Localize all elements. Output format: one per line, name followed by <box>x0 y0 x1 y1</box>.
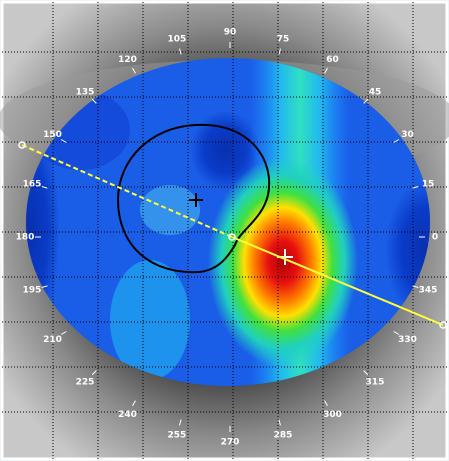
angle-tick <box>278 48 281 55</box>
angle-label: 60 <box>326 55 339 65</box>
angle-tick <box>179 419 182 426</box>
angle-tick <box>60 139 67 143</box>
angle-label: 105 <box>168 34 187 44</box>
angle-label: 270 <box>221 438 240 448</box>
angle-label: 330 <box>398 335 417 345</box>
angle-label: 225 <box>76 377 95 387</box>
angle-tick <box>412 285 419 288</box>
angle-label: 30 <box>401 130 414 140</box>
angle-label: 165 <box>23 179 42 189</box>
angle-label: 150 <box>43 130 62 140</box>
angle-tick <box>412 186 419 189</box>
angle-tick <box>363 370 369 376</box>
angle-label: 90 <box>224 28 237 38</box>
angle-tick <box>363 98 369 104</box>
angle-label: 315 <box>366 377 385 387</box>
angle-label: 210 <box>43 335 62 345</box>
axis-line-dashed <box>21 144 233 238</box>
angle-tick <box>278 419 281 426</box>
axis-line <box>231 236 444 326</box>
angle-tick <box>393 331 400 335</box>
angle-label: 345 <box>419 286 438 296</box>
angle-label: 255 <box>168 431 187 441</box>
angle-tick <box>41 186 48 189</box>
angle-label: 45 <box>369 88 382 98</box>
pupil-center <box>189 193 203 207</box>
angle-label: 300 <box>323 410 342 420</box>
angle-tick <box>91 98 97 104</box>
angle-label: 75 <box>277 34 290 44</box>
axis-points <box>18 141 447 329</box>
angle-labels: 0 15 30 45 60 75 90 105 120 135 150 165 180 195 210 225… <box>16 28 439 448</box>
angle-label: 135 <box>76 88 95 98</box>
angle-tick <box>179 48 182 55</box>
color-map <box>26 58 430 386</box>
angle-label: 15 <box>422 179 435 189</box>
angle-tick <box>41 285 48 288</box>
angle-tick <box>60 331 67 335</box>
angle-label: 285 <box>274 431 293 441</box>
angle-label: 195 <box>23 286 42 296</box>
angle-label: 180 <box>16 233 35 243</box>
angle-label: 120 <box>118 55 137 65</box>
angle-tick <box>132 400 136 407</box>
angle-label: 240 <box>118 410 137 420</box>
angle-tick <box>324 67 328 74</box>
angle-label: 0 <box>432 233 438 243</box>
angle-tick <box>324 400 328 407</box>
angle-tick <box>91 370 97 376</box>
angle-tick <box>393 139 400 143</box>
angle-tick <box>132 67 136 74</box>
pupil-outline <box>116 123 271 274</box>
